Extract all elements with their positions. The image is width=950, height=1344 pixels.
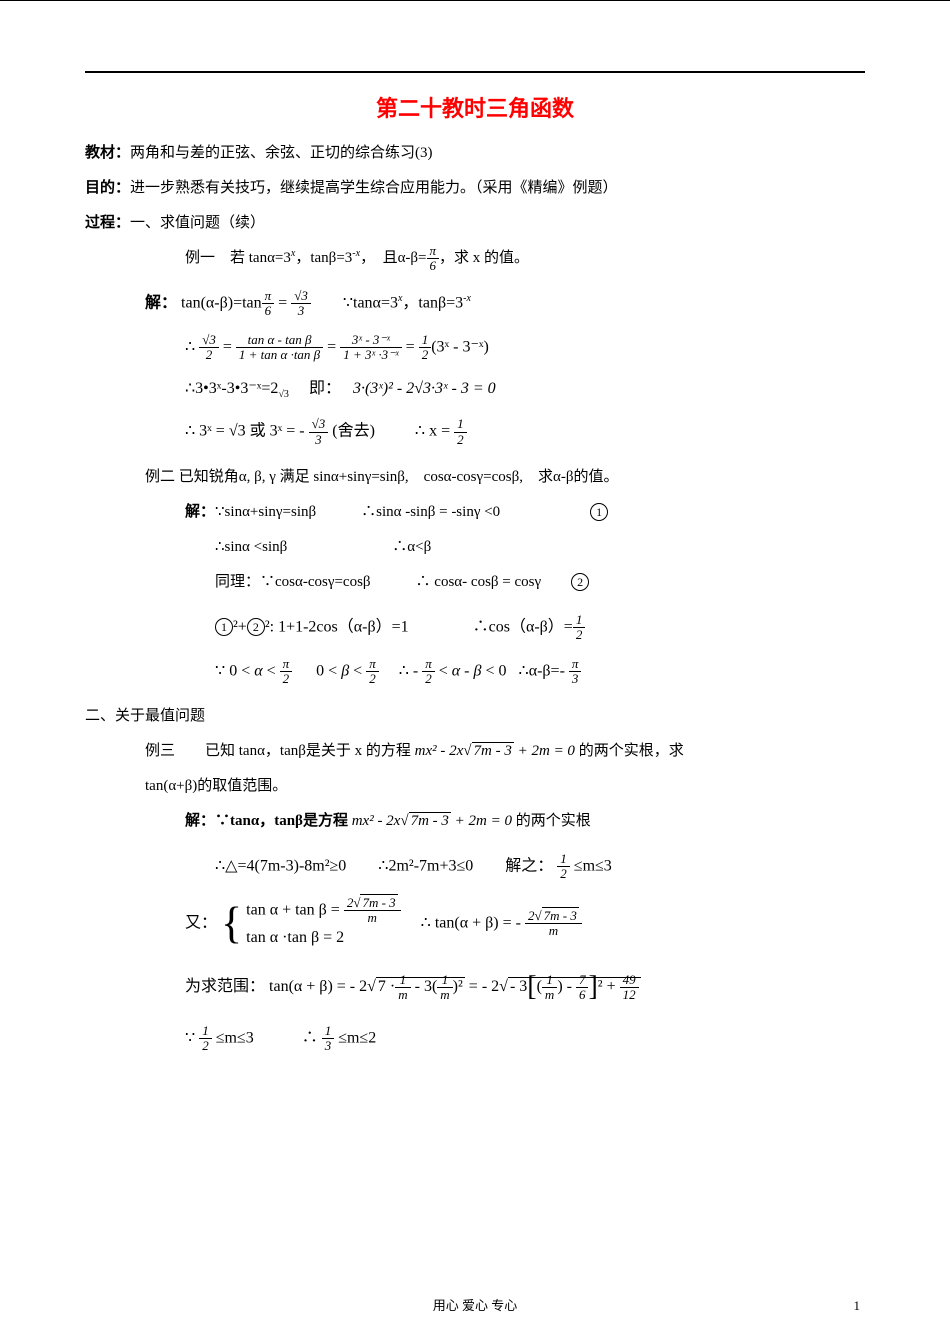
ex3-l5b: ≤m≤3 ∴: [216, 1029, 318, 1046]
ex1-s3a: ∴3•3ˣ-3•3⁻ˣ=2: [185, 380, 278, 397]
ex1-s3b: 即：: [309, 380, 341, 397]
sol-label: 解：: [145, 294, 177, 311]
ex3-l2: ∴△=4(7m-3)-8m²≥0 ∴2m²-7m+3≤0 解之： 12 ≤m≤3: [85, 852, 865, 882]
ex3-l4p: 为求范围：: [185, 978, 265, 995]
ex1-s2d2: 1 + 3ˣ ·3⁻ˣ: [340, 348, 401, 362]
ex2-l5a: ∵: [215, 662, 225, 679]
ex1-s2n2: 3ˣ - 3⁻ˣ: [340, 333, 401, 348]
section2: 二、关于最值问题: [85, 700, 865, 733]
ex2-l1: 解：解： ∵sinα+sinγ=sinβ ∴sinα -sinβ = -sinγ…: [85, 496, 865, 529]
ex1-pa: 例一 若 tanα=3: [185, 250, 291, 266]
ex1-pd: ，求 x 的值。: [439, 250, 529, 266]
ex3-pb: 的两个实根，求: [579, 743, 684, 759]
ex3-prompt2: tan(α+β)的取值范围。: [85, 770, 865, 803]
material-text: 两角和与差的正弦、余弦、正切的综合练习(3): [130, 145, 433, 161]
ex3-l2t: ∴△=4(7m-3)-8m²≥0 ∴2m²-7m+3≤0 解之：: [215, 858, 553, 875]
ex1-s4a: ∴ 3ˣ = √3 或 3ˣ = -: [185, 423, 305, 440]
ex1-prompt: 例一 若 tanα=3x，tanβ=3-x， 且α-β=π6，求 x 的值。: [85, 242, 865, 275]
material-line: 教材：两角和与差的正弦、余弦、正切的综合练习(3): [85, 137, 865, 170]
ex3-l4: 为求范围： tan(α + β) = - 2√7 ·1m - 3(1m)² = …: [85, 965, 865, 1010]
ex3-l1a: 解：∵tanα，tanβ是方程: [185, 813, 348, 829]
ex1-s4c: ∴ x =: [415, 423, 450, 440]
ex1-s1b: ∵tanα=3: [343, 294, 398, 311]
ex3-l3r: tan(α + β) = -: [435, 914, 521, 931]
ex1-s2n1: tan α - tan β: [236, 333, 323, 348]
process-line: 过程：一、求值问题（续）: [85, 207, 865, 240]
ex3-l3t: tan α + tan β =: [246, 901, 340, 918]
ex1-s1a: tan(α-β)=tan: [181, 294, 262, 311]
ex3-prompt: 例三 已知 tanα，tanβ是关于 x 的方程 mx² - 2x√7m - 3…: [85, 735, 865, 768]
ex3-l4e: tan(α + β) = - 2: [269, 978, 367, 995]
ex1-sol2: ∴ √32 = tan α - tan β1 + tan α ·tan β = …: [85, 333, 865, 363]
ex2-l5: ∵ 0 < α < π2 0 < β < π2 ∴ - π2 < α - β <…: [85, 657, 865, 687]
ex1-sol1: 解： tan(α-β)=tanπ6 = √33 ∵tanα=3x，tanβ=3-…: [85, 289, 865, 319]
ex3-l5a: ∵: [185, 1029, 195, 1046]
ex3-l2b: ≤m≤3: [574, 858, 612, 875]
ex3-l5: ∵ 12 ≤m≤3 ∴ 13 ≤m≤2: [85, 1024, 865, 1054]
ex1-s4b: (舍去): [332, 423, 375, 440]
ex2-l5b: ∴: [399, 662, 409, 679]
goal-text: 进一步熟悉有关技巧，继续提高学生综合应用能力。（采用《精编》例题）: [130, 180, 618, 196]
ex1-sol3: ∴3•3ˣ-3•3⁻ˣ=2√3 即： 3·(3ˣ)² - 2√3·3ˣ - 3 …: [85, 376, 865, 403]
ex1-s2r: (3ˣ - 3⁻ˣ): [431, 338, 489, 355]
ex1-s2m1: =: [223, 338, 236, 355]
ex3-l3: 又： { tan α + tan β = 2√7m - 3m tan α ·ta…: [85, 896, 865, 951]
page-title: 第二十教时三角函数: [85, 91, 865, 123]
page-number: 1: [854, 1298, 861, 1314]
material-label: 教材：: [85, 145, 130, 161]
process-label: 过程：: [85, 215, 130, 231]
ex1-sol4: ∴ 3ˣ = √3 或 3ˣ = - √33 (舍去) ∴ x = 12: [85, 417, 865, 447]
ex3-l5c: ≤m≤2: [338, 1029, 376, 1046]
ex3-l1: 解：∵tanα，tanβ是方程 mx² - 2x√7m - 3 + 2m = 0…: [85, 805, 865, 838]
ex2-l4: 1²+2²: 1+1-2cos（α-β）=1 ∴cos（α-β）=12: [85, 613, 865, 643]
ex2-l2: ∴sinα <sinβ ∴α<β: [85, 531, 865, 564]
ex1-s1c: ，tanβ=3: [402, 294, 463, 311]
ex1-s2pre: ∴: [185, 338, 195, 355]
process-text: 一、求值问题（续）: [130, 215, 265, 231]
goal-line: 目的：进一步熟悉有关技巧，继续提高学生综合应用能力。（采用《精编》例题）: [85, 172, 865, 205]
ex3-l3p: 又：: [185, 914, 217, 931]
ex1-pc: ， 且α-β=: [360, 250, 426, 266]
ex2-l5c: ∴α-β=-: [519, 662, 565, 679]
ex1-s3c: 3·(3ˣ)² - 2√3·3ˣ - 3 = 0: [353, 380, 496, 397]
ex3-pa: 例三 已知 tanα，tanβ是关于 x 的方程: [145, 743, 411, 759]
ex1-pb: ，tanβ=3: [295, 250, 352, 266]
ex3-l3b: tan α ·tan β = 2: [246, 925, 401, 951]
ex2-l3: 同理：∵cosα-cosγ=cosβ ∴ cosα- cosβ = cosγ 2: [85, 566, 865, 599]
ex3-l1b: 的两个实根: [516, 813, 591, 829]
ex1-s2d1: 1 + tan α ·tan β: [236, 348, 323, 362]
page: 第二十教时三角函数 教材：两角和与差的正弦、余弦、正切的综合练习(3) 目的：进…: [0, 0, 950, 1344]
ex2-prompt: 例二 已知锐角α, β, γ 满足 sinα+sinγ=sinβ, cosα-c…: [85, 461, 865, 494]
goal-label: 目的：: [85, 180, 130, 196]
footer: 用心 爱心 专心: [0, 1295, 950, 1314]
